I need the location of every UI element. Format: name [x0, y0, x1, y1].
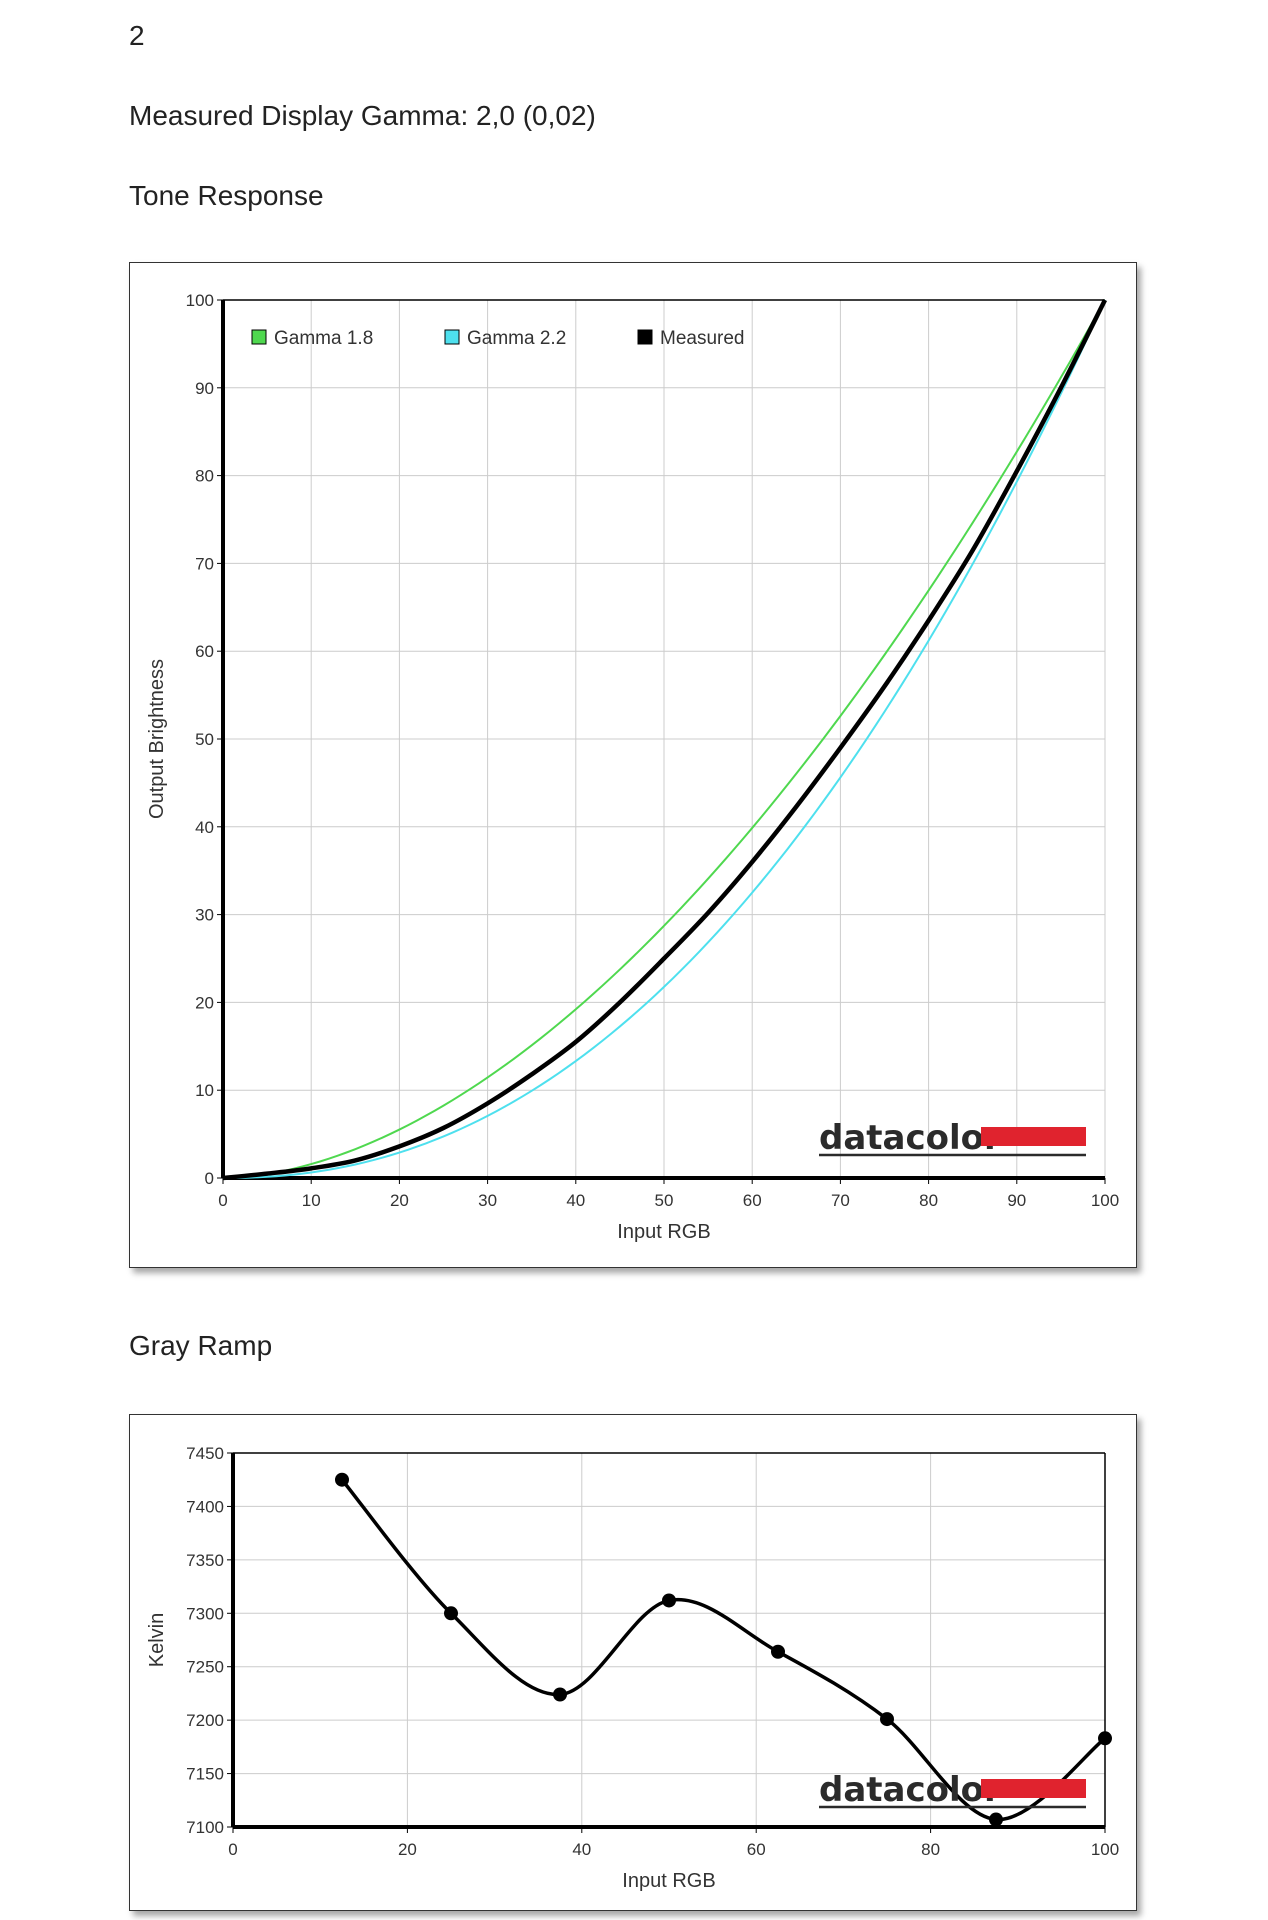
gray-y-tick-label: 7250	[186, 1658, 224, 1677]
tone-measured-line	[222, 298, 1108, 1181]
gray-ramp-heading: Gray Ramp	[129, 1330, 273, 1361]
tone-legend-swatch-3	[637, 329, 653, 345]
tone-y-tick-label: 30	[195, 906, 214, 925]
tone-series-2-line	[222, 299, 1106, 1179]
gray-y-tick-label: 7200	[186, 1711, 224, 1730]
tone-y-tick-label: 100	[186, 291, 214, 310]
gray-logo-text: datacolor	[819, 1770, 1001, 1810]
tone-y-tick-label: 80	[195, 467, 214, 486]
tone-y-tick-label: 60	[195, 642, 214, 661]
gray-ramp-point-1	[335, 1472, 349, 1487]
gray-x-tick-label: 100	[1091, 1840, 1119, 1859]
tone-x-tick-label: 90	[1007, 1191, 1026, 1210]
tone-response-heading: Tone Response	[129, 180, 324, 211]
tone-y-tick-label: 0	[205, 1169, 214, 1188]
tone-legend-label-2: Gamma 2.2	[467, 328, 566, 349]
gray-ramp-chart: 0 20 40 60 80 100 7100 7150 7200 7250 7300 7350 7400…	[129, 1414, 1137, 1911]
tone-x-tick-label: 20	[390, 1191, 409, 1210]
gray-x-axis-label: Input RGB	[622, 1870, 715, 1892]
page-number: 2	[129, 20, 145, 51]
tone-x-tick-label: 80	[919, 1191, 938, 1210]
tone-legend-swatch-1	[251, 329, 267, 345]
tone-response-svg: 0 10 20 30 40 50 60 70 80 90 100 0 10 20 30 40 50 60 70 80 9…	[146, 291, 1119, 1243]
tone-logo-text: datacolor	[819, 1118, 1001, 1158]
tone-legend-label-3: Measured	[660, 328, 745, 349]
gray-y-axis-label: Kelvin	[146, 1613, 168, 1667]
tone-legend-label-1: Gamma 1.8	[274, 328, 373, 349]
gray-x-tick-label: 20	[398, 1840, 417, 1859]
gray-y-tick-label: 7400	[186, 1497, 224, 1516]
gray-logo-bar	[981, 1779, 1086, 1798]
tone-logo-bar	[981, 1127, 1086, 1146]
tone-x-tick-label: 100	[1091, 1191, 1119, 1210]
gray-ramp-point-7	[989, 1812, 1003, 1827]
tone-x-tick-label: 40	[566, 1191, 585, 1210]
gray-ramp-point-5	[771, 1644, 785, 1659]
tone-y-tick-label: 40	[195, 818, 214, 837]
gray-x-tick-label: 0	[228, 1840, 237, 1859]
tone-legend-swatch-2	[444, 329, 460, 345]
tone-y-tick-label: 90	[195, 379, 214, 398]
gray-ramp-svg: 0 20 40 60 80 100 7100 7150 7200 7250 7300 7350 7400…	[146, 1444, 1119, 1892]
tone-y-tick-label: 70	[195, 554, 214, 573]
gray-x-tick-label: 80	[921, 1840, 940, 1859]
gray-x-tick-label: 60	[747, 1840, 766, 1859]
gray-ramp-line	[340, 1478, 1107, 1822]
measured-gamma-text: Measured Display Gamma: 2,0 (0,02)	[129, 100, 596, 131]
gray-ramp-point-3	[553, 1687, 567, 1702]
gray-ramp-point-2	[444, 1606, 458, 1621]
gray-y-tick-label: 7100	[186, 1818, 224, 1837]
gray-ramp-point-4	[662, 1593, 676, 1608]
gray-x-tick-label: 40	[572, 1840, 591, 1859]
tone-x-tick-label: 50	[655, 1191, 674, 1210]
tone-series-1-line	[222, 299, 1106, 1179]
tone-y-tick-label: 20	[195, 993, 214, 1012]
tone-y-tick-label: 10	[195, 1081, 214, 1100]
tone-y-axis-label: Output Brightness	[146, 659, 168, 819]
gray-y-tick-label: 7150	[186, 1765, 224, 1784]
tone-y-tick-label: 50	[195, 730, 214, 749]
gray-y-tick-label: 7300	[186, 1604, 224, 1623]
tone-x-tick-label: 60	[743, 1191, 762, 1210]
gray-y-tick-label: 7450	[186, 1444, 224, 1463]
tone-response-chart: 0 10 20 30 40 50 60 70 80 90 100 0 10 20 30 40 50 60 70 80 9…	[129, 262, 1137, 1268]
tone-x-tick-label: 30	[478, 1191, 497, 1210]
gray-ramp-point-6	[880, 1712, 894, 1727]
gray-ramp-point-8	[1098, 1731, 1112, 1746]
tone-x-tick-label: 0	[218, 1191, 227, 1210]
tone-x-tick-label: 70	[831, 1191, 850, 1210]
tone-x-axis-label: Input RGB	[617, 1221, 710, 1243]
gray-y-tick-label: 7350	[186, 1551, 224, 1570]
tone-x-tick-label: 10	[302, 1191, 321, 1210]
